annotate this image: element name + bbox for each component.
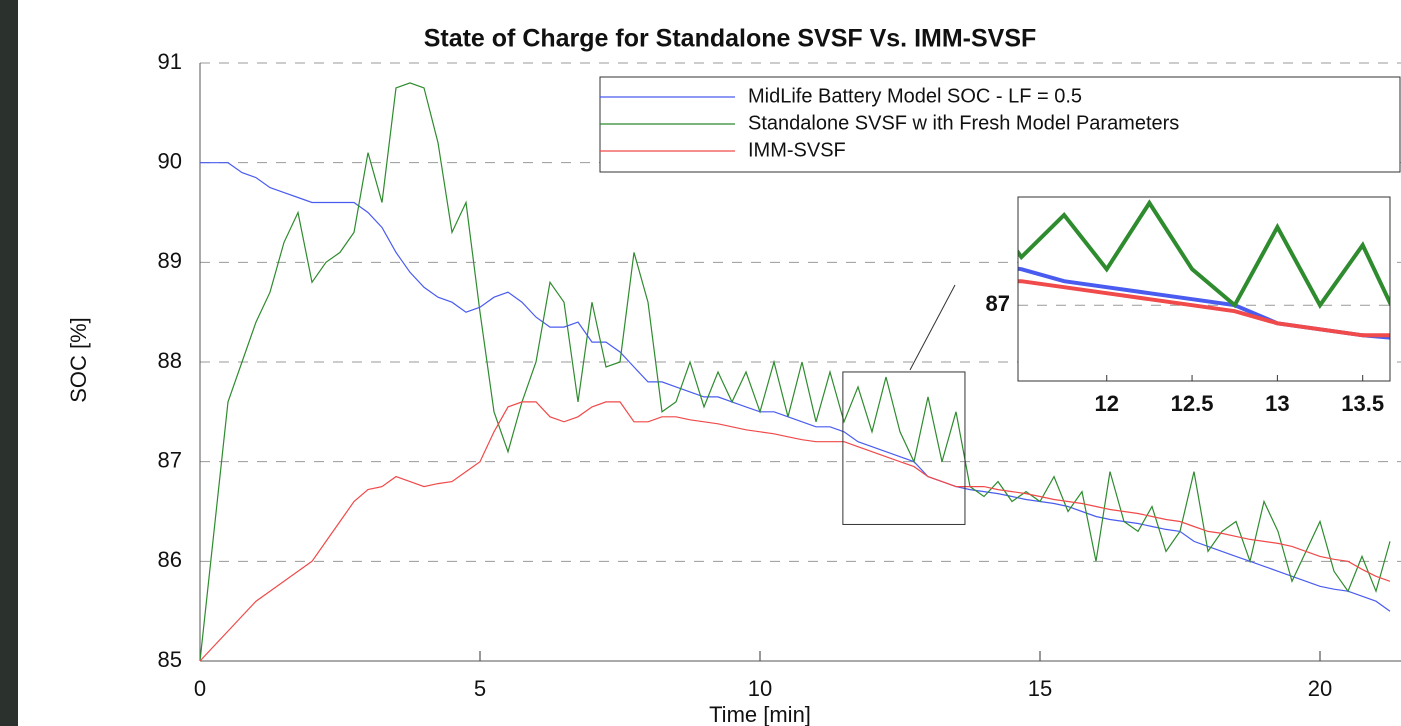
y-tick-label: 89 (158, 248, 182, 273)
legend-label: MidLife Battery Model SOC - LF = 0.5 (748, 85, 1082, 107)
y-tick-label: 86 (158, 547, 182, 572)
zoom-connector (909, 284, 956, 371)
y-tick-label: 87 (158, 447, 182, 472)
inset-y-tick-label: 87 (986, 291, 1010, 316)
x-tick-label: 15 (1028, 676, 1052, 701)
y-tick-label: 91 (158, 49, 182, 74)
inset-x-tick-label: 12 (1094, 391, 1118, 416)
legend: MidLife Battery Model SOC - LF = 0.5 Stan… (599, 76, 1401, 173)
inset-frame (1017, 196, 1391, 382)
y-tick-label: 85 (158, 647, 182, 672)
x-axis-label: Time [min] (709, 702, 811, 726)
legend-label: IMM-SVSF (748, 139, 846, 161)
inset-x-tick-label: 12.5 (1171, 391, 1214, 416)
window-edge (0, 0, 18, 726)
series-line (200, 82, 1391, 662)
y-tick-label: 88 (158, 348, 182, 373)
series-line (200, 162, 1391, 612)
plot-area (200, 82, 1391, 662)
x-tick-label: 10 (748, 676, 772, 701)
inset-x-tick-label: 13 (1265, 391, 1289, 416)
chart-title: State of Charge for Standalone SVSF Vs. … (424, 25, 1037, 53)
x-tick-label: 5 (474, 676, 486, 701)
x-tick-label: 20 (1308, 676, 1332, 701)
y-axis-label: SOC [%] (66, 317, 91, 403)
zoom-box (842, 371, 966, 525)
series-line (200, 401, 1391, 662)
inset-x-tick-label: 13.5 (1341, 391, 1384, 416)
y-tick-label: 90 (158, 148, 182, 173)
x-tick-label: 0 (194, 676, 206, 701)
legend-label: Standalone SVSF w ith Fresh Model Parame… (748, 112, 1179, 134)
